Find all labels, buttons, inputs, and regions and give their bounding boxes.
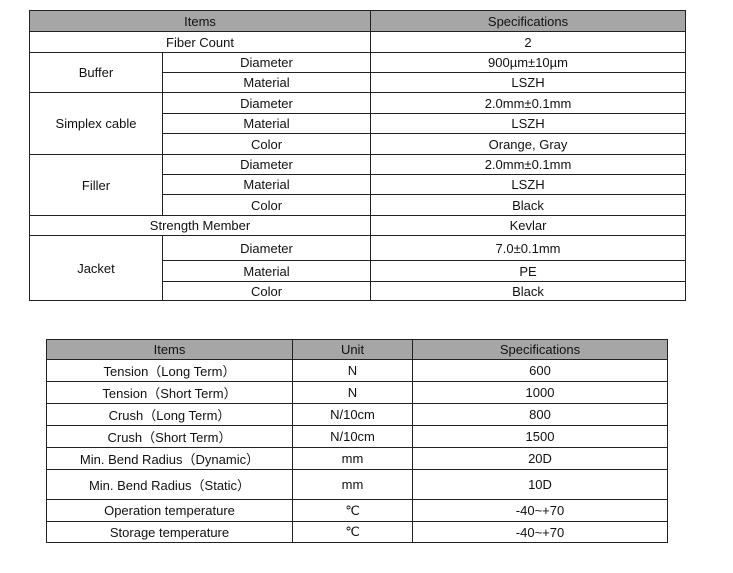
table-row: Crush（Long Term） N/10cm 800 bbox=[46, 403, 668, 426]
filler-material-label: Material bbox=[161, 174, 372, 195]
unit: N/10cm bbox=[292, 403, 413, 426]
spec: 600 bbox=[412, 359, 668, 382]
fiber-count-value: 2 bbox=[370, 31, 687, 53]
strength-member-value: Kevlar bbox=[370, 215, 687, 236]
item: Tension（Short Term） bbox=[46, 381, 293, 404]
fiber-count-label: Fiber Count bbox=[28, 31, 372, 53]
header-specifications: Specifications bbox=[370, 10, 687, 32]
table-row: Tension（Long Term） N 600 bbox=[46, 359, 668, 382]
item: Min. Bend Radius（Static） bbox=[46, 469, 293, 500]
mechanical-spec-table: Items Unit Specifications Tension（Long Ter… bbox=[46, 339, 668, 543]
item: Crush（Long Term） bbox=[46, 403, 293, 426]
item: Tension（Long Term） bbox=[46, 359, 293, 382]
strength-member-label: Strength Member bbox=[28, 215, 372, 236]
spec: 1500 bbox=[412, 425, 668, 448]
spec: -40~+70 bbox=[412, 521, 668, 543]
spec: 10D bbox=[412, 469, 668, 500]
item: Crush（Short Term） bbox=[46, 425, 293, 448]
unit: N bbox=[292, 381, 413, 404]
table-row: Storage temperature ℃ -40~+70 bbox=[46, 521, 668, 543]
simplex-diameter-value: 2.0mm±0.1mm bbox=[370, 92, 687, 114]
spec: 20D bbox=[412, 447, 668, 470]
cable-structure-table: Items Specifications Fiber Count 2 Buffer D… bbox=[28, 10, 687, 301]
spec: -40~+70 bbox=[412, 499, 668, 522]
simplex-color-value: Orange, Gray bbox=[370, 133, 687, 155]
simplex-label: Simplex cable bbox=[29, 92, 163, 155]
table-row: Tension（Short Term） N 1000 bbox=[46, 381, 668, 404]
buffer-material-label: Material bbox=[161, 72, 372, 93]
header-items: Items bbox=[46, 339, 293, 360]
simplex-color-label: Color bbox=[161, 133, 372, 155]
jacket-label: Jacket bbox=[29, 235, 163, 301]
buffer-label: Buffer bbox=[29, 52, 163, 93]
unit: ℃ bbox=[292, 521, 413, 543]
buffer-diameter-value: 900µm±10µm bbox=[370, 52, 687, 73]
header-items: Items bbox=[28, 10, 372, 32]
header-unit: Unit bbox=[292, 339, 413, 360]
item: Operation temperature bbox=[46, 499, 293, 522]
jacket-diameter-label: Diameter bbox=[161, 235, 372, 261]
jacket-material-value: PE bbox=[370, 260, 687, 282]
filler-material-value: LSZH bbox=[370, 174, 687, 195]
table-row: Min. Bend Radius（Dynamic） mm 20D bbox=[46, 447, 668, 470]
jacket-color-value: Black bbox=[370, 281, 687, 301]
filler-diameter-value: 2.0mm±0.1mm bbox=[370, 154, 687, 175]
simplex-material-value: LSZH bbox=[370, 113, 687, 134]
unit: mm bbox=[292, 469, 413, 500]
buffer-material-value: LSZH bbox=[370, 72, 687, 93]
table-row: Operation temperature ℃ -40~+70 bbox=[46, 499, 668, 522]
spec: 800 bbox=[412, 403, 668, 426]
table-row: Min. Bend Radius（Static） mm 10D bbox=[46, 469, 668, 500]
item: Min. Bend Radius（Dynamic） bbox=[46, 447, 293, 470]
filler-diameter-label: Diameter bbox=[161, 154, 372, 175]
filler-label: Filler bbox=[29, 154, 163, 216]
jacket-color-label: Color bbox=[161, 281, 372, 301]
unit: N bbox=[292, 359, 413, 382]
item: Storage temperature bbox=[46, 521, 293, 543]
simplex-diameter-label: Diameter bbox=[161, 92, 372, 114]
table-row: Crush（Short Term） N/10cm 1500 bbox=[46, 425, 668, 448]
unit: mm bbox=[292, 447, 413, 470]
buffer-diameter-label: Diameter bbox=[161, 52, 372, 73]
spec: 1000 bbox=[412, 381, 668, 404]
simplex-material-label: Material bbox=[161, 113, 372, 134]
filler-color-label: Color bbox=[161, 194, 372, 216]
filler-color-value: Black bbox=[370, 194, 687, 216]
unit: N/10cm bbox=[292, 425, 413, 448]
jacket-material-label: Material bbox=[161, 260, 372, 282]
unit: ℃ bbox=[292, 499, 413, 522]
header-specifications: Specifications bbox=[412, 339, 668, 360]
jacket-diameter-value: 7.0±0.1mm bbox=[370, 235, 687, 261]
